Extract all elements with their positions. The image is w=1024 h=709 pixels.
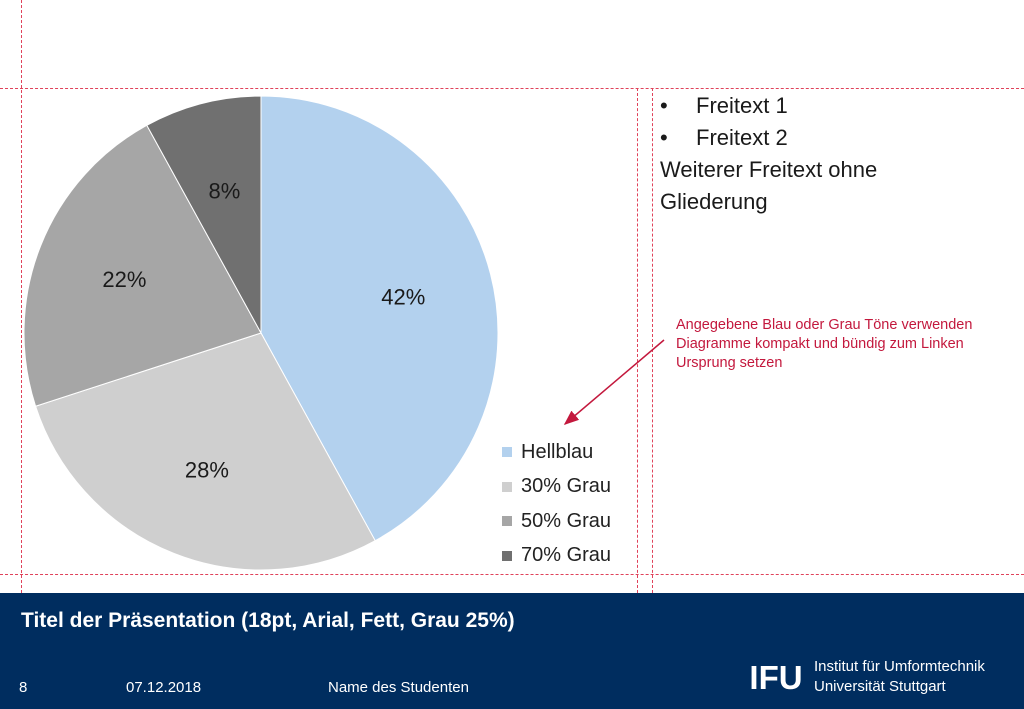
legend-label: Hellblau bbox=[521, 440, 594, 463]
logo-text: IFU bbox=[749, 660, 802, 694]
institute-line: Institut für Umformtechnik bbox=[814, 658, 985, 675]
chart-legend: Hellblau 30% Grau 50% Grau 70% Grau bbox=[502, 435, 611, 573]
bullet-item: • Freitext 2 bbox=[660, 122, 877, 154]
ifu-logo: IFU bbox=[748, 660, 804, 694]
data-label: 22% bbox=[102, 267, 146, 292]
legend-label: 30% Grau bbox=[521, 475, 612, 498]
slice-30-grau bbox=[34, 332, 376, 571]
legend-swatch bbox=[502, 481, 512, 492]
legend-item-70-grau: 70% Grau bbox=[502, 539, 611, 574]
guide-line-top bbox=[0, 88, 1024, 89]
bullet-text: Freitext 2 bbox=[696, 125, 788, 150]
legend-swatch bbox=[502, 516, 512, 527]
slice-50-grau bbox=[23, 124, 262, 407]
paragraph-line: Gliederung bbox=[660, 189, 768, 214]
guide-line-right-2 bbox=[652, 88, 653, 593]
data-label: 8% bbox=[209, 179, 241, 204]
data-label: 42% bbox=[381, 284, 425, 309]
presentation-title: Titel der Präsentation (18pt, Arial, Fet… bbox=[21, 609, 515, 632]
bullet-symbol: • bbox=[660, 93, 668, 118]
footer-bar: Titel der Präsentation (18pt, Arial, Fet… bbox=[0, 593, 1024, 709]
slice-70-grau bbox=[146, 95, 262, 334]
annotation-line: Diagramme kompakt und bündig zum Linken bbox=[676, 336, 964, 352]
legend-label: 50% Grau bbox=[521, 509, 612, 532]
guide-line-left bbox=[21, 0, 22, 593]
footer-date: 07.12.2018 bbox=[126, 679, 202, 696]
legend-swatch bbox=[502, 550, 512, 561]
annotation-line: Ursprung setzen bbox=[676, 355, 783, 371]
slice-hellblau bbox=[260, 95, 499, 542]
text-box: • Freitext 1 • Freitext 2 Weiterer Freit… bbox=[660, 90, 877, 218]
annotation-line: Angegebene Blau oder Grau Töne verwenden bbox=[676, 317, 973, 333]
paragraph-line: Weiterer Freitext ohne bbox=[660, 157, 878, 182]
footer-author: Name des Studenten bbox=[328, 679, 469, 696]
legend-item-50-grau: 50% Grau bbox=[502, 504, 611, 539]
legend-item-30-grau: 30% Grau bbox=[502, 470, 611, 505]
page-number: 8 bbox=[19, 679, 28, 696]
annotation-arrow bbox=[563, 339, 665, 425]
institute-name: Institut für Umformtechnik Universität S… bbox=[814, 657, 985, 697]
guide-line-right bbox=[637, 88, 638, 593]
pie-chart: 42% 28% 22% 8% bbox=[23, 95, 499, 571]
data-label: 28% bbox=[185, 458, 229, 483]
annotation-note: Angegebene Blau oder Grau Töne verwenden… bbox=[676, 316, 1016, 373]
institute-line: Universität Stuttgart bbox=[814, 678, 946, 695]
guide-line-bottom bbox=[0, 574, 1024, 575]
legend-label: 70% Grau bbox=[521, 544, 612, 567]
bullet-item: • Freitext 1 bbox=[660, 90, 877, 122]
bullet-text: Freitext 1 bbox=[696, 93, 788, 118]
legend-swatch bbox=[502, 447, 512, 458]
legend-item-hellblau: Hellblau bbox=[502, 435, 611, 470]
bullet-symbol: • bbox=[660, 125, 668, 150]
